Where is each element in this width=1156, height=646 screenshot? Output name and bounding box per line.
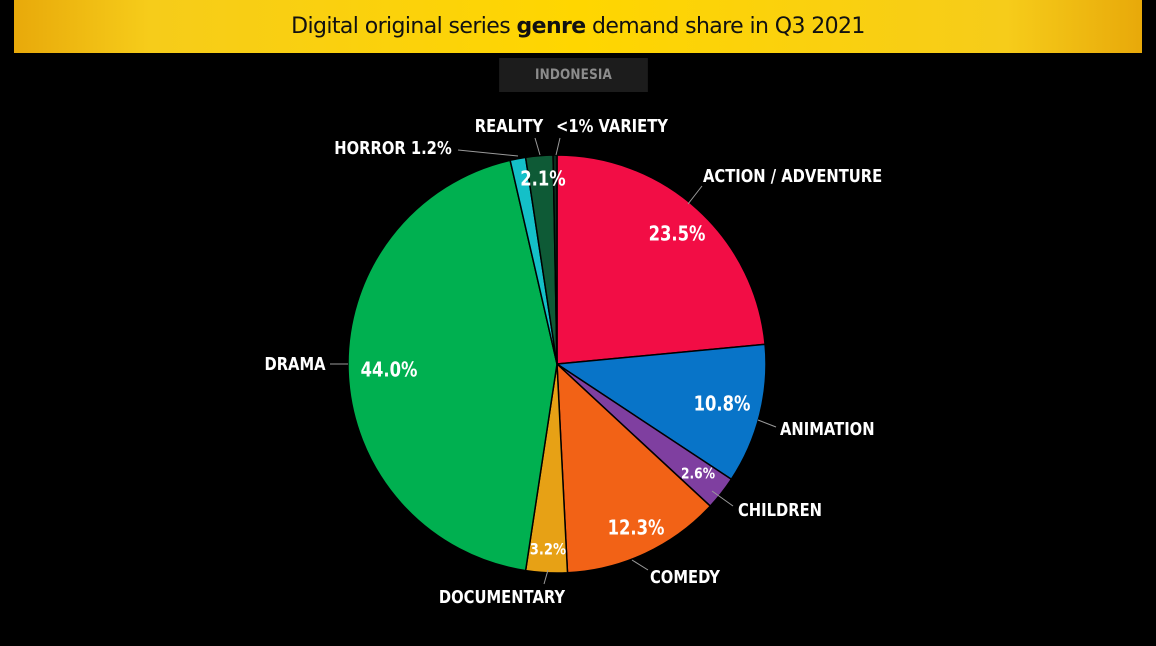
pie-slice-variety [552,154,558,365]
callout-label-documentary: DOCUMENTARY [439,587,566,608]
callout-label-variety: <1% VARIETY [556,116,669,137]
callout-label-reality: REALITY [475,116,544,137]
chart-title-prefix: Digital original series [291,14,517,39]
pie-slice-drama [347,159,558,572]
chart-title-suffix: demand share in Q3 2021 [585,14,865,39]
callout-label-action-adventure: ACTION / ADVENTURE [703,166,882,187]
leader-line-documentary [543,569,549,585]
chart-title: Digital original series genre demand sha… [291,14,865,39]
callout-label-drama: DRAMA [264,354,325,375]
leader-line-action-adventure [687,185,703,205]
leader-line-reality [534,137,541,156]
value-label-reality: 2.1% [520,168,565,191]
region-badge: INDONESIA [499,58,648,92]
leader-line-comedy [631,559,649,571]
callout-label-horror: HORROR 1.2% [334,138,451,159]
callout-label-comedy: COMEDY [650,567,721,588]
chart-title-bold: genre [516,14,586,39]
value-label-comedy: 12.3% [608,517,665,540]
leader-line-horror [457,149,519,157]
callout-label-animation: ANIMATION [780,419,875,440]
pie-slice-animation [556,343,767,481]
title-banner: Digital original series genre demand sha… [14,0,1142,53]
pie-slice-comedy [556,363,711,574]
value-label-action-adventure: 23.5% [649,223,706,246]
value-label-documentary: 3.2% [530,540,567,559]
leader-line-children [711,490,734,507]
value-label-animation: 10.8% [694,393,751,416]
value-label-drama: 44.0% [361,359,418,382]
leader-line-animation [757,419,777,428]
pie-slice-action-adventure [556,154,766,365]
callout-label-children: CHILDREN [738,500,822,521]
leader-line-variety [555,137,561,156]
value-label-children: 2.6% [681,465,715,482]
